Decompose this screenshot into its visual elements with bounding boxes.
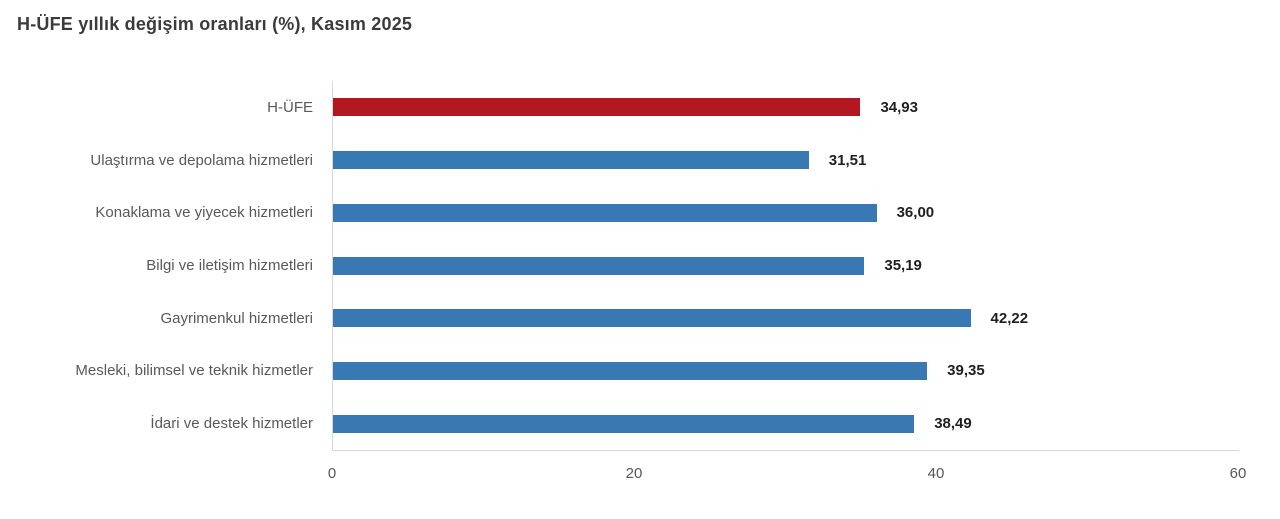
value-label: 34,93 bbox=[880, 98, 918, 116]
category-label: İdari ve destek hizmetler bbox=[150, 415, 313, 433]
value-label: 31,51 bbox=[828, 151, 867, 169]
bar-row: 39,35 bbox=[333, 345, 1239, 398]
x-tick-label: 60 bbox=[1229, 465, 1247, 482]
value-label: 35,19 bbox=[884, 257, 922, 275]
plot-area: 34,93 31,51 36,00 35,19 42,22 39,35 38,49 bbox=[332, 81, 1239, 451]
value-label: 39,35 bbox=[947, 362, 985, 380]
bar bbox=[333, 203, 877, 222]
bar-row: 38,49 bbox=[333, 397, 1239, 450]
x-tick-label: 20 bbox=[625, 465, 643, 482]
x-axis-ticks: 0 20 40 60 bbox=[328, 465, 1247, 487]
category-label: H-ÜFE bbox=[267, 98, 313, 116]
category-label: Gayrimenkul hizmetleri bbox=[160, 309, 313, 327]
value-label: 38,49 bbox=[934, 415, 972, 433]
category-label: Bilgi ve iletişim hizmetleri bbox=[146, 257, 313, 275]
bar bbox=[333, 256, 865, 275]
chart-title: H-ÜFE yıllık değişim oranları (%), Kasım… bbox=[17, 14, 413, 34]
bar bbox=[333, 414, 915, 433]
category-label: Konaklama ve yiyecek hizmetleri bbox=[95, 204, 313, 222]
value-label: 36,00 bbox=[896, 204, 935, 222]
bar bbox=[333, 309, 971, 328]
category-label: Mesleki, bilimsel ve teknik hizmetler bbox=[75, 362, 313, 380]
bar-row: 42,22 bbox=[333, 292, 1239, 345]
highlight-bar bbox=[333, 98, 861, 117]
bar bbox=[333, 361, 928, 380]
category-label: Ulaştırma ve depolama hizmetleri bbox=[90, 151, 313, 169]
category-labels: H-ÜFE Ulaştırma ve depolama hizmetleri Kon… bbox=[0, 81, 313, 450]
bar bbox=[333, 151, 809, 170]
bar-row: 36,00 bbox=[333, 186, 1239, 239]
bar-row: 35,19 bbox=[333, 239, 1239, 292]
x-tick-label: 0 bbox=[327, 465, 337, 482]
bar-row: 31,51 bbox=[333, 134, 1239, 187]
x-tick-label: 40 bbox=[927, 465, 945, 482]
value-label: 42,22 bbox=[990, 309, 1029, 327]
bar-row: 34,93 bbox=[333, 81, 1239, 134]
